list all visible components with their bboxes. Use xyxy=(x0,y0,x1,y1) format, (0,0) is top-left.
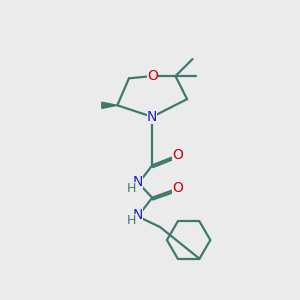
Text: O: O xyxy=(172,148,183,162)
Text: H: H xyxy=(127,214,136,227)
Text: N: N xyxy=(133,208,143,222)
Text: N: N xyxy=(133,175,143,189)
Polygon shape xyxy=(102,102,117,108)
Text: O: O xyxy=(147,69,158,83)
Text: O: O xyxy=(172,182,183,196)
Text: H: H xyxy=(127,182,136,195)
Text: N: N xyxy=(147,110,158,124)
